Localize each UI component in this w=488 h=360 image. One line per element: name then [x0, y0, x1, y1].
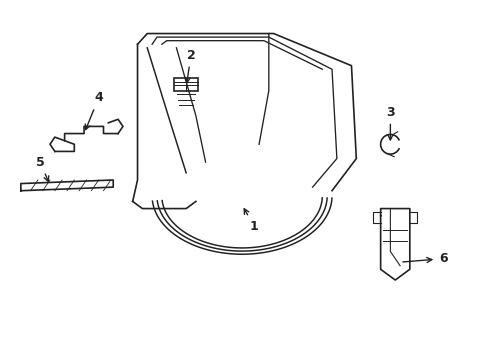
- Text: 1: 1: [244, 209, 258, 233]
- Text: 6: 6: [402, 252, 447, 265]
- Text: 2: 2: [184, 49, 195, 83]
- Text: 4: 4: [85, 91, 103, 130]
- Text: 3: 3: [385, 106, 394, 140]
- Text: 5: 5: [36, 156, 49, 181]
